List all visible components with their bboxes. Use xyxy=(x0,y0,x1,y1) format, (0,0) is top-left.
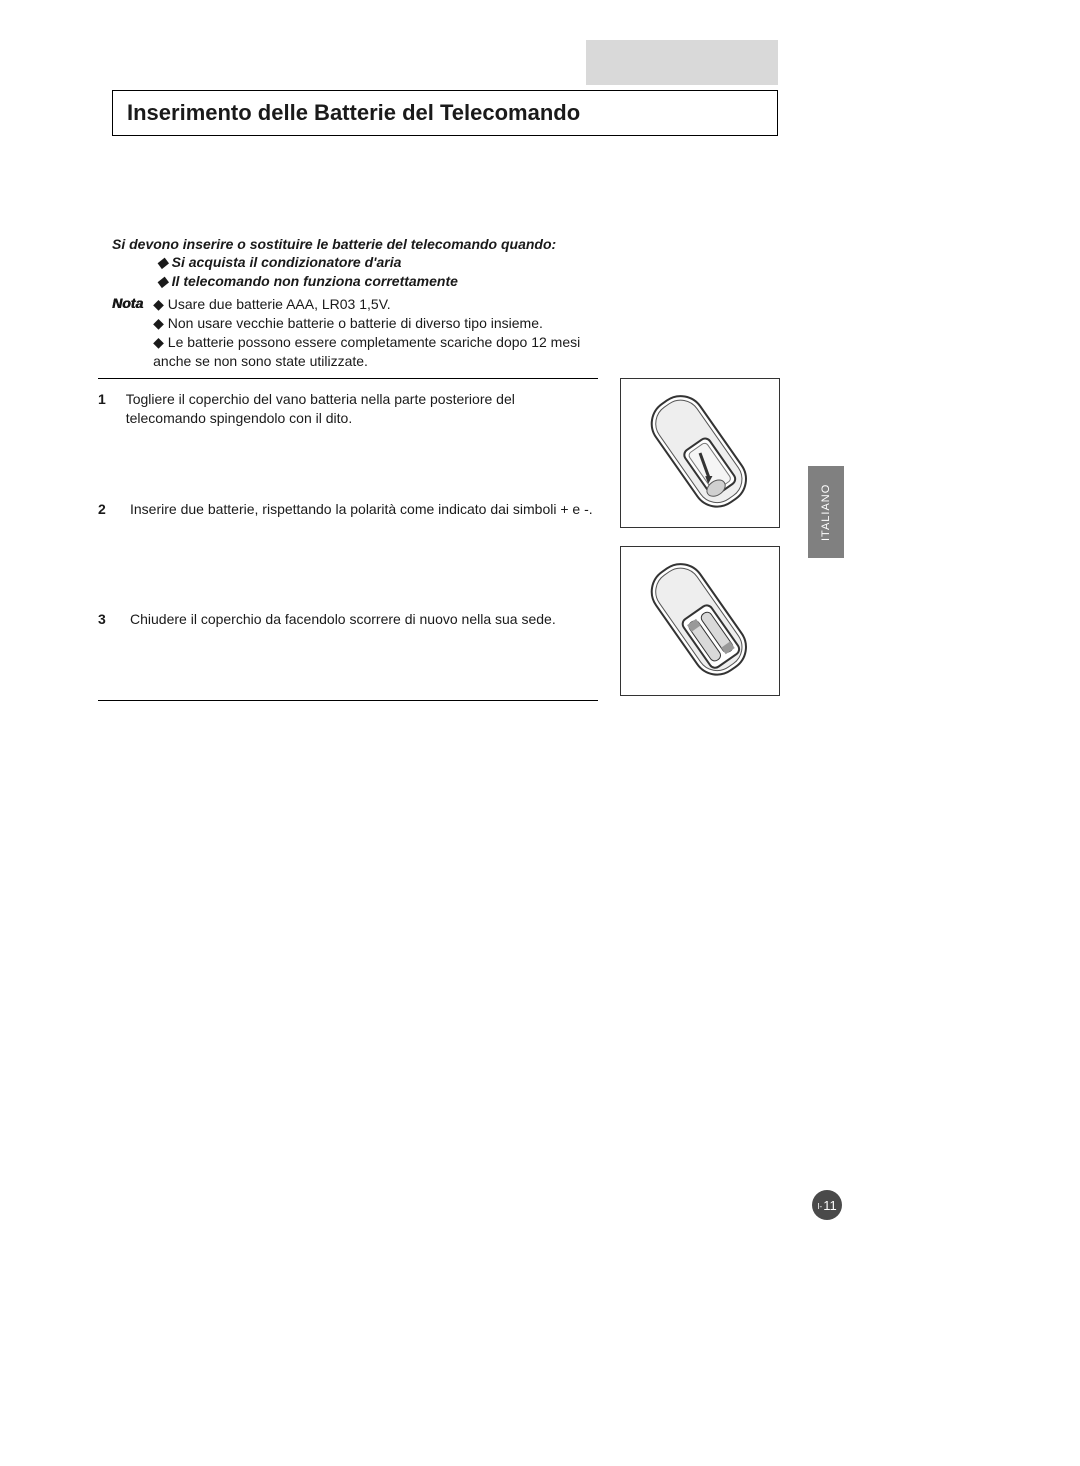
figure-remote-open xyxy=(620,378,780,528)
nota-bullet-3: ◆ Le batterie possono essere completamen… xyxy=(153,333,598,371)
step-3: 3 Chiudere il coperchio da facendolo sco… xyxy=(98,610,598,629)
nota-bullet-2: ◆ Non usare vecchie batterie o batterie … xyxy=(153,314,598,333)
page-title: Inserimento delle Batterie del Telecoman… xyxy=(112,90,778,136)
intro-bullet-1: ◆ Si acquista il condizionatore d'aria xyxy=(112,253,662,272)
figure-remote-batteries xyxy=(620,546,780,696)
remote-open-icon xyxy=(625,383,775,523)
step-1: 1 Togliere il coperchio del vano batteri… xyxy=(98,390,598,428)
step-1-number: 1 xyxy=(98,390,112,428)
intro-block: Si devono inserire o sostituire le batte… xyxy=(112,235,662,291)
remote-batteries-icon xyxy=(625,551,775,691)
page-number-badge: I-11 xyxy=(812,1190,842,1220)
step-3-number: 3 xyxy=(98,610,116,629)
language-tab: ITALIANO xyxy=(808,466,844,558)
header-decoration xyxy=(586,40,778,85)
nota-block: Nota ◆ Usare due batterie AAA, LR03 1,5V… xyxy=(112,295,598,371)
nota-bullet-1: ◆ Usare due batterie AAA, LR03 1,5V. xyxy=(153,295,598,314)
intro-bullet-2: ◆ Il telecomando non funziona correttame… xyxy=(112,272,662,291)
separator-top xyxy=(98,378,598,379)
step-3-text: Chiudere il coperchio da facendolo scorr… xyxy=(130,610,556,629)
nota-label: Nota xyxy=(112,295,143,371)
page-number: 11 xyxy=(823,1198,837,1213)
separator-bottom xyxy=(98,700,598,701)
step-2-number: 2 xyxy=(98,500,116,519)
page-prefix: I- xyxy=(817,1202,822,1211)
step-2-text: Inserire due batterie, rispettando la po… xyxy=(130,500,593,519)
step-2: 2 Inserire due batterie, rispettando la … xyxy=(98,500,598,519)
intro-main: Si devono inserire o sostituire le batte… xyxy=(112,235,662,253)
step-1-text: Togliere il coperchio del vano batteria … xyxy=(126,390,598,428)
nota-body: ◆ Usare due batterie AAA, LR03 1,5V. ◆ N… xyxy=(153,295,598,371)
